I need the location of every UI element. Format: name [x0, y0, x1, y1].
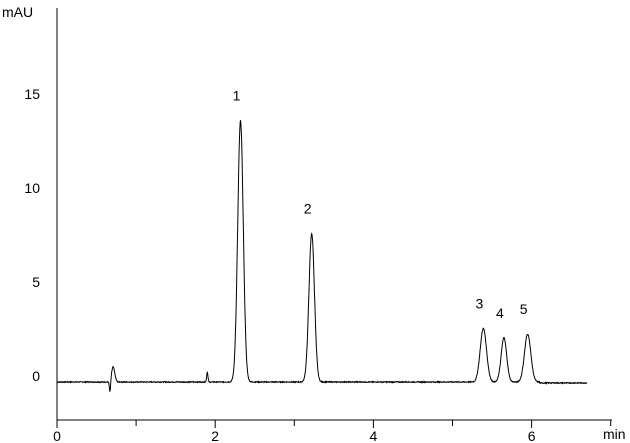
peak-label-2: 2 — [304, 200, 312, 216]
x-tick-label: 6 — [528, 428, 536, 443]
peak-label-1: 1 — [233, 88, 241, 104]
y-tick-label: 5 — [32, 274, 40, 290]
peak-label-3: 3 — [475, 295, 483, 311]
peak-label-4: 4 — [496, 305, 504, 321]
y-tick-label: 10 — [24, 180, 40, 196]
x-tick-label: 0 — [53, 428, 61, 443]
y-tick-label: 15 — [24, 86, 40, 102]
x-tick-label: 4 — [370, 428, 378, 443]
peak-label-5: 5 — [520, 301, 528, 317]
chromatogram-trace — [56, 120, 588, 393]
x-tick-label: 2 — [211, 428, 219, 443]
y-axis-label: mAU — [2, 4, 33, 20]
x-axis-label: min — [603, 426, 626, 442]
y-tick-label: 0 — [32, 368, 40, 384]
